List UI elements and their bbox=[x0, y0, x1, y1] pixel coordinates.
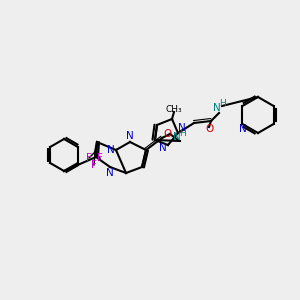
Text: N: N bbox=[238, 124, 246, 134]
Text: H: H bbox=[220, 98, 226, 107]
Text: N: N bbox=[213, 103, 221, 113]
Text: N: N bbox=[107, 145, 115, 155]
Text: O: O bbox=[164, 129, 172, 139]
Text: N: N bbox=[159, 143, 167, 153]
Text: CH₃: CH₃ bbox=[166, 106, 182, 115]
Text: F: F bbox=[86, 153, 92, 163]
Text: H: H bbox=[180, 128, 186, 137]
Text: N: N bbox=[178, 123, 186, 133]
Text: F: F bbox=[97, 153, 103, 163]
Text: O: O bbox=[205, 124, 213, 134]
Text: N: N bbox=[126, 131, 134, 141]
Text: N: N bbox=[173, 132, 181, 142]
Text: F: F bbox=[91, 160, 97, 170]
Text: N: N bbox=[106, 168, 114, 178]
